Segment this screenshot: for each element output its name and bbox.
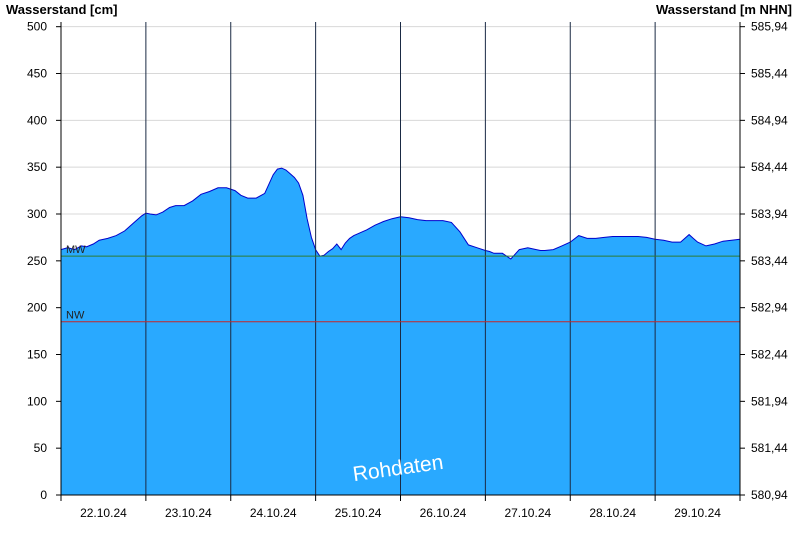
x-date-label: 23.10.24 [165, 506, 212, 520]
left-axis-title: Wasserstand [cm] [6, 2, 118, 17]
right-tick-label: 583,44 [751, 254, 788, 268]
right-tick-label: 584,44 [751, 160, 788, 174]
right-tick-label: 581,44 [751, 441, 788, 455]
left-tick-label: 150 [27, 348, 47, 362]
reference-label-nw: NW [66, 310, 85, 322]
left-tick-label: 200 [27, 301, 47, 315]
right-tick-label: 584,94 [751, 113, 788, 127]
x-axis-ticks: 22.10.24 23.10.24 24.10.24 25.10.24 26.10.24… [60, 495, 741, 520]
right-tick-label: 581,94 [751, 394, 788, 408]
right-tick-label: 580,94 [751, 488, 788, 502]
x-date-label: 22.10.24 [80, 506, 127, 520]
right-tick-label: 582,94 [751, 301, 788, 315]
right-axis-ticks: 580,94 581,44 581,94 582,44 582,94 583,44 583,… [740, 20, 788, 502]
x-date-label: 29.10.24 [674, 506, 721, 520]
reference-label-mw: MW [66, 244, 86, 256]
x-date-label: 28.10.24 [589, 506, 636, 520]
right-tick-label: 583,94 [751, 207, 788, 221]
right-tick-label: 585,94 [751, 20, 788, 34]
x-date-label: 25.10.24 [335, 506, 382, 520]
day-separators [145, 22, 656, 495]
left-tick-label: 100 [27, 394, 47, 408]
x-date-label: 26.10.24 [420, 506, 467, 520]
right-axis-title: Wasserstand [m NHN] [656, 2, 792, 17]
left-tick-label: 300 [27, 207, 47, 221]
x-date-label: 24.10.24 [250, 506, 297, 520]
left-tick-label: 0 [40, 488, 47, 502]
left-tick-label: 450 [27, 67, 47, 81]
right-tick-label: 582,44 [751, 348, 788, 362]
left-tick-label: 250 [27, 254, 47, 268]
left-axis-ticks: 0 50 100 150 200 250 300 350 400 450 500 [27, 20, 61, 502]
left-tick-label: 50 [34, 441, 48, 455]
left-tick-label: 500 [27, 20, 47, 34]
reference-lines: MW NW [61, 244, 740, 323]
left-tick-label: 350 [27, 160, 47, 174]
x-date-label: 27.10.24 [504, 506, 551, 520]
water-level-line [60, 167, 741, 260]
left-tick-label: 400 [27, 113, 47, 127]
right-tick-label: 585,44 [751, 67, 788, 81]
